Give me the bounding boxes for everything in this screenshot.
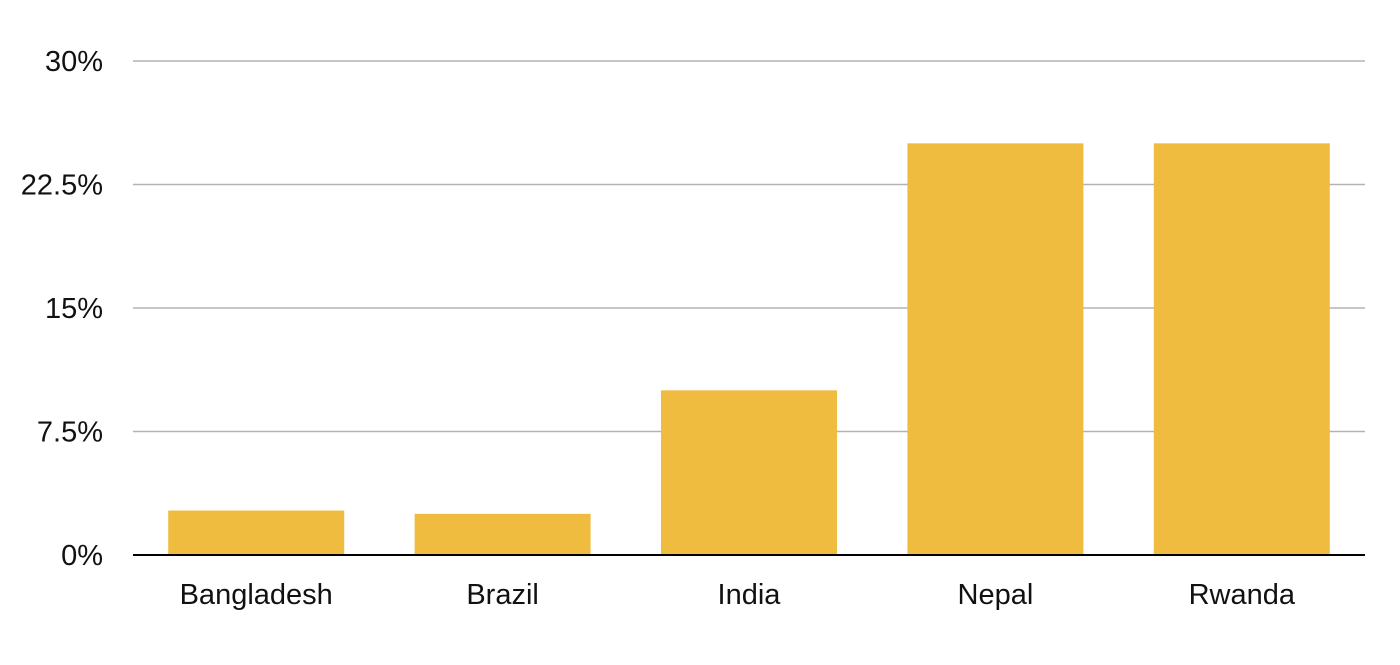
x-category-label: India [718, 579, 782, 611]
y-tick-label: 30% [45, 46, 103, 78]
bars [168, 143, 1330, 556]
x-category-label: Rwanda [1189, 579, 1296, 611]
bar-rwanda [1153, 143, 1330, 556]
bar-bangladesh [168, 510, 345, 555]
x-category-label: Bangladesh [180, 579, 333, 611]
bar-brazil [414, 513, 591, 555]
bar-nepal [907, 143, 1084, 556]
x-category-label: Nepal [958, 579, 1034, 611]
y-tick-label: 22.5% [21, 170, 103, 202]
bar-india [661, 390, 837, 555]
x-category-label: Brazil [466, 579, 539, 611]
y-tick-label: 15% [45, 293, 103, 325]
x-axis-category-labels: Bangladesh Brazil India Nepal Rwanda [180, 579, 1296, 611]
y-tick-label: 0% [61, 540, 103, 572]
y-axis-tick-labels: 0% 7.5% 15% 22.5% 30% [21, 46, 103, 572]
y-tick-label: 7.5% [37, 417, 103, 449]
